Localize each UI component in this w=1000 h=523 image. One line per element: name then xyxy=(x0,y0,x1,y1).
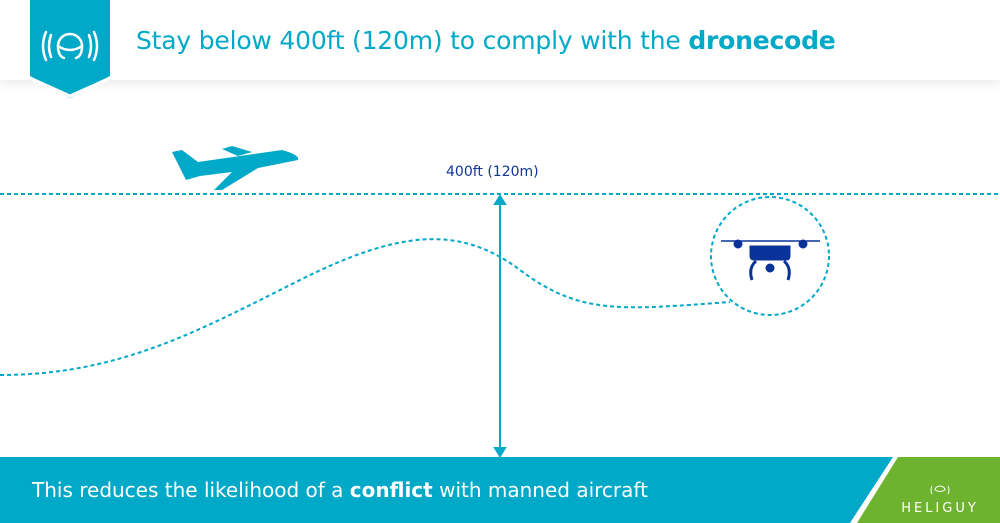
caption-bold: conflict xyxy=(349,478,433,502)
page-title: Stay below 400ft (120m) to comply with t… xyxy=(136,26,836,55)
heliguy-badge xyxy=(30,0,110,98)
footer-caption: This reduces the likelihood of a conflic… xyxy=(32,478,648,502)
flight-path xyxy=(0,238,731,376)
title-bold: dronecode xyxy=(688,26,836,55)
airplane-icon xyxy=(172,146,299,190)
heliguy-signal-logo-icon xyxy=(41,30,99,62)
footer-bar xyxy=(0,457,1000,523)
caption-suffix: with manned aircraft xyxy=(432,478,648,502)
brand-name: HELIGUY xyxy=(901,501,979,516)
altitude-label: 400ft (120m) xyxy=(446,164,539,180)
altitude-arrow xyxy=(493,194,507,458)
caption-prefix: This reduces the likelihood of a xyxy=(32,478,350,502)
heliguy-signal-logo-icon xyxy=(930,485,950,495)
drone-icon xyxy=(721,239,820,281)
header-bar: Stay below 400ft (120m) to comply with t… xyxy=(0,0,1000,80)
drone-highlight-circle xyxy=(710,196,830,316)
title-text: Stay below 400ft (120m) to comply with t… xyxy=(136,26,689,55)
heliguy-logo: HELIGUY xyxy=(900,480,980,516)
